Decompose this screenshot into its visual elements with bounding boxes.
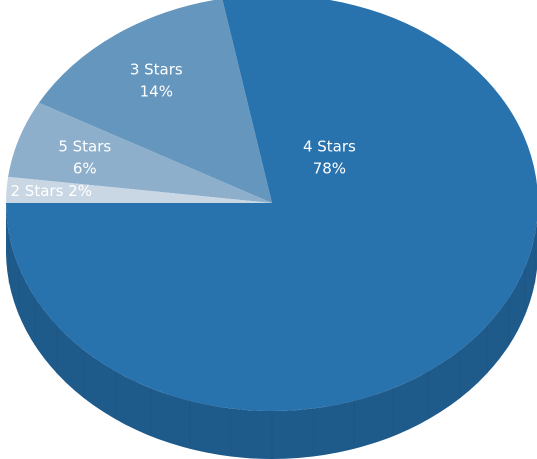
pie-slice-2-stars (6, 176, 272, 203)
pie-sides (6, 203, 537, 459)
pie-side-4-stars (6, 203, 537, 459)
pie-tops (6, 0, 537, 411)
pie-label-percent: 14% (140, 82, 173, 100)
pie-slice-5-stars (8, 102, 272, 203)
pie-label-name: 3 Stars (130, 60, 183, 78)
pie-label-3-stars: 3 Stars 14% (130, 60, 183, 100)
pie-labels: 4 Stars 78% 3 Stars 14% 5 Stars 6% 2 Stars 2% (11, 60, 357, 200)
pie-label-2-stars: 2 Stars 2% (11, 182, 92, 200)
pie-slice-3-stars (38, 0, 272, 203)
pie-label-percent: 6% (73, 159, 97, 177)
pie-label-4-stars: 4 Stars 78% (303, 137, 356, 177)
pie-label-name: 5 Stars (58, 137, 111, 155)
pie-label-percent: 78% (313, 159, 346, 177)
pie-slice-4-stars (6, 0, 537, 411)
pie-label-5-stars: 5 Stars 6% (58, 137, 111, 177)
pie-label-name: 4 Stars (303, 137, 356, 155)
